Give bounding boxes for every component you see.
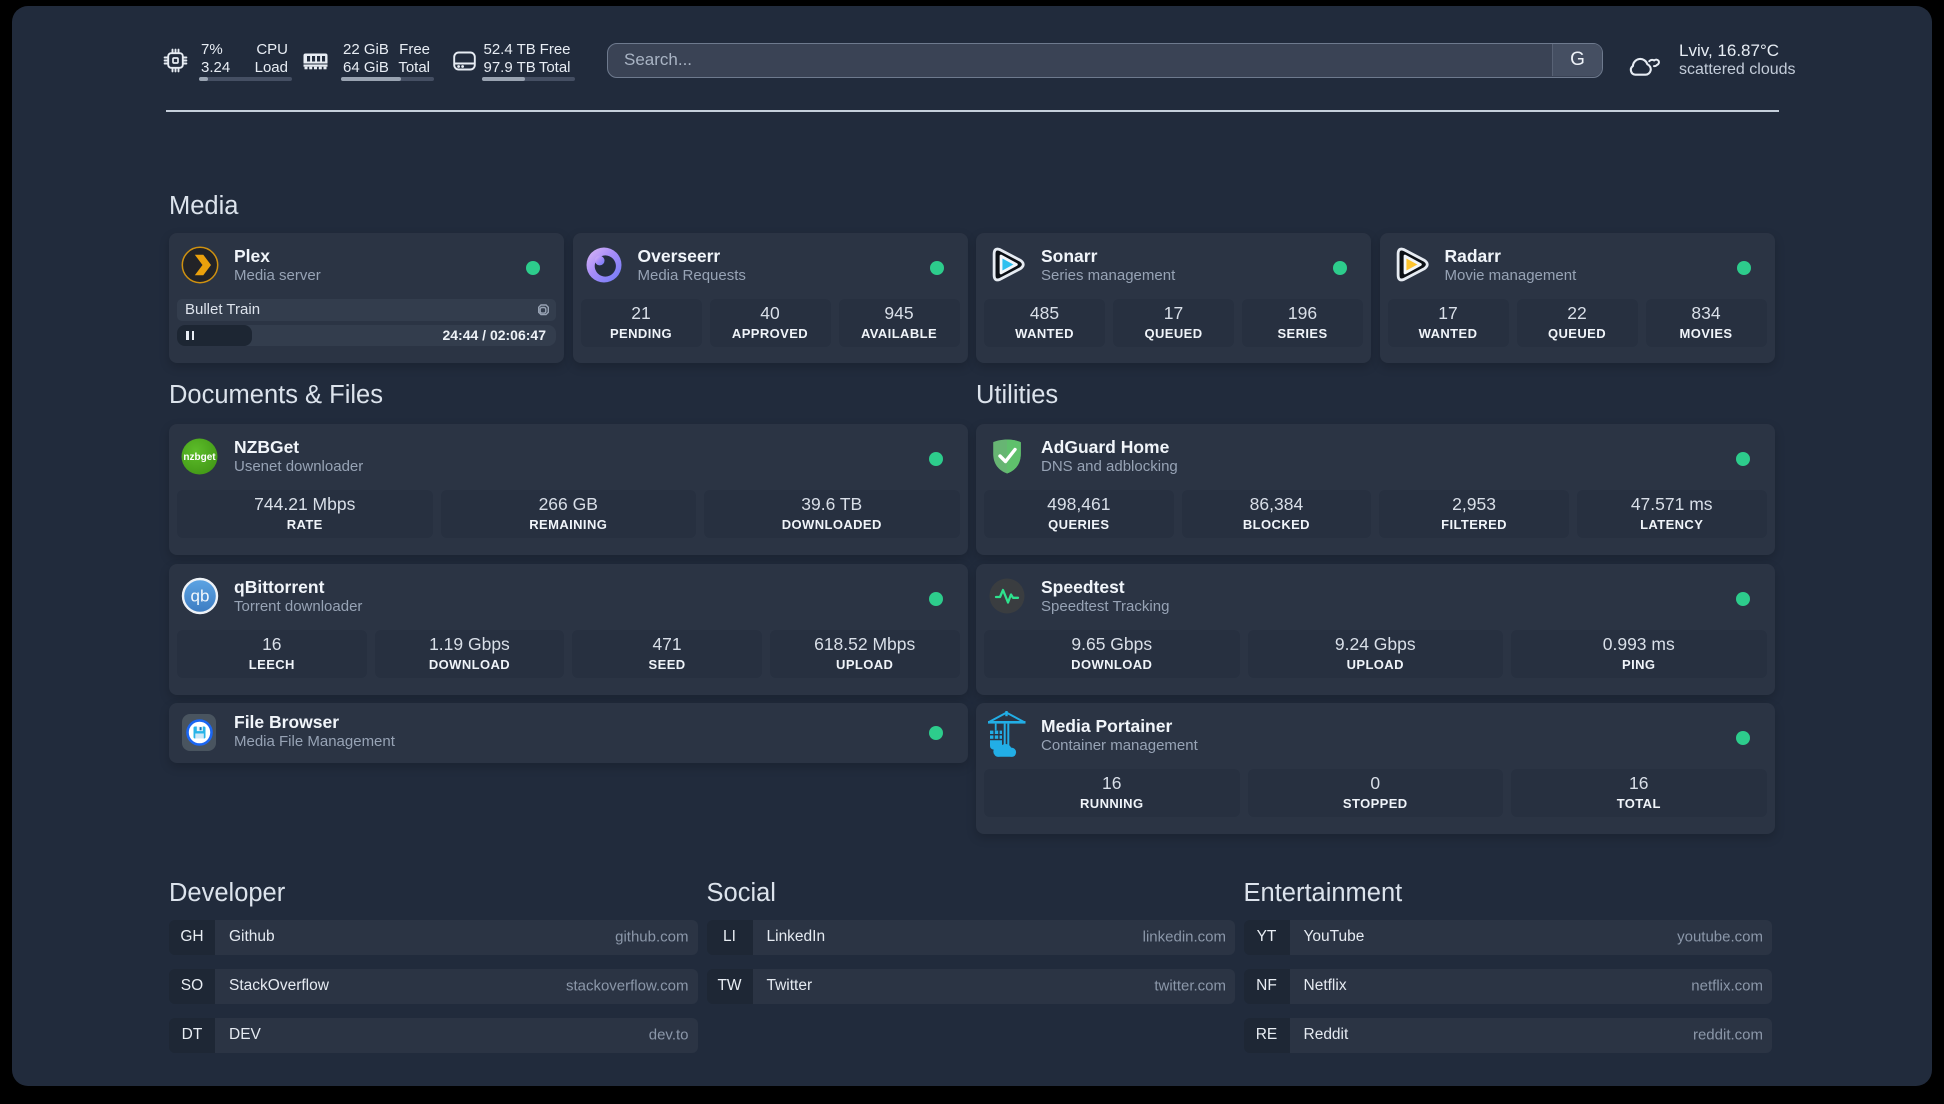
svg-text:nzbget: nzbget	[183, 452, 216, 463]
svg-text:qb: qb	[191, 587, 210, 606]
